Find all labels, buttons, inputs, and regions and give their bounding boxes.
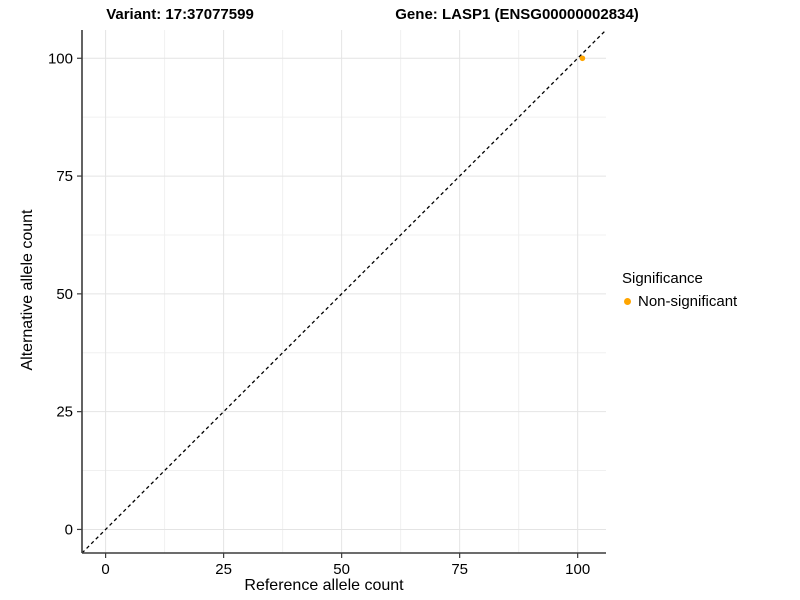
y-tick-label: 0 <box>65 521 73 538</box>
legend-item-label: Non-significant <box>638 293 738 310</box>
y-tick-label: 100 <box>48 50 73 67</box>
y-tick-label: 50 <box>56 286 73 303</box>
x-axis-title: Reference allele count <box>244 577 404 594</box>
data-point <box>579 55 586 62</box>
gene-title: Gene: LASP1 (ENSG00000002834) <box>395 6 639 23</box>
legend-item: Non-significant <box>622 293 737 310</box>
non-significant-dot-icon <box>624 298 631 305</box>
x-tick-label: 50 <box>333 561 350 578</box>
legend-title: Significance <box>622 270 703 287</box>
y-axis-title: Alternative allele count <box>19 209 36 371</box>
x-tick-label: 75 <box>451 561 468 578</box>
identity-line <box>81 29 607 554</box>
x-tick-label: 100 <box>565 561 590 578</box>
y-tick-label: 75 <box>56 168 73 185</box>
x-tick-label: 0 <box>101 561 109 578</box>
x-tick-label: 25 <box>215 561 232 578</box>
variant-title: Variant: 17:37077599 <box>106 6 254 23</box>
legend: Significance Non-significant <box>622 270 737 310</box>
y-tick-label: 25 <box>56 404 73 421</box>
